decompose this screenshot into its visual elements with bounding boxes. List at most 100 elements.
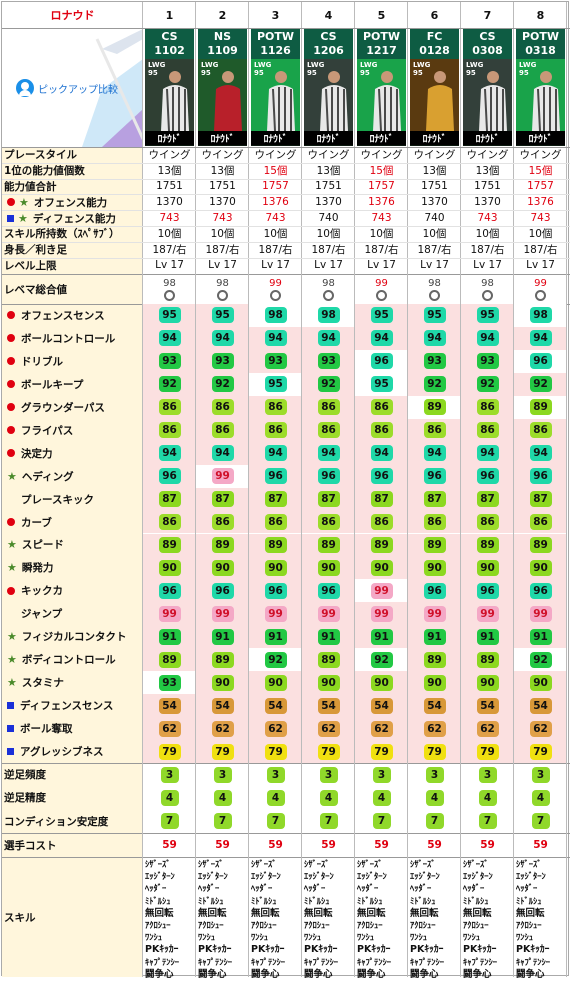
stat-badge: 90 <box>476 674 499 691</box>
skill-item: 闘争心 <box>251 968 280 980</box>
small-stat-badge: 4 <box>160 789 179 806</box>
player-card-4[interactable]: CS 1206 LWG 95 ﾛﾅｳﾄﾞ <box>304 29 353 146</box>
col-divider <box>248 2 249 977</box>
card-num: 0308 <box>472 44 503 57</box>
skill-item: PKｷｯｶｰ <box>410 944 444 956</box>
card-position: LWG 95 <box>201 61 219 77</box>
stat-badge: 95 <box>264 376 287 393</box>
info-label-text: オフェンス能力 <box>33 196 108 209</box>
stat-cell: 86 <box>143 510 196 534</box>
star-icon: ★ <box>7 561 17 575</box>
skill-item: ｷｬﾌﾟﾃﾝｼｰ <box>357 957 392 968</box>
info-value: 10個 <box>263 228 288 241</box>
skill-item: ｷｬﾌﾟﾃﾝｼｰ <box>516 957 551 968</box>
skill-item: ﾍｯﾀﾞｰ <box>357 884 379 895</box>
small-stat-badge: 7 <box>425 813 444 830</box>
small-stat-cell: 7 <box>196 810 249 833</box>
skill-item: ﾐﾄﾞﾙｼｭ <box>251 896 277 907</box>
divider <box>2 833 570 834</box>
stat-badge: 93 <box>158 674 181 691</box>
small-stat-badge: 7 <box>478 813 497 830</box>
player-image <box>463 59 512 131</box>
stat-cell: 99 <box>355 579 408 603</box>
info-label-text: スキル所持数（ｽﾍﾟｻﾌﾞ） <box>4 228 120 241</box>
divider <box>2 147 570 148</box>
stat-cell: 96 <box>461 579 514 603</box>
skill-item: ｴｯｼﾞﾀｰﾝ <box>198 872 228 883</box>
info-value: 187/右 <box>205 244 240 257</box>
stat-cell: 90 <box>249 556 302 580</box>
stat-label-2: ドリブル <box>4 350 63 373</box>
info-value: 13個 <box>475 165 500 178</box>
card-type: CS 1206 <box>304 29 353 59</box>
col-divider <box>513 2 514 977</box>
player-card-7[interactable]: CS 0308 LWG 95 ﾛﾅｳﾄﾞ <box>463 29 512 146</box>
stat-badge: 91 <box>370 628 393 645</box>
skills-list: ｼｻﾞｰｽﾞ ｴｯｼﾞﾀｰﾝ ﾍｯﾀﾞｰ ﾐﾄﾞﾙｼｭ 無回転 ｱｸﾛｼｭｰ ﾜﾝｼｭ PKｷ… <box>514 859 567 980</box>
stat-badge: 54 <box>158 697 181 714</box>
stat-badge: 89 <box>158 651 181 668</box>
stat-label-6: 決定力 <box>4 442 53 465</box>
skill-item: 無回転 <box>410 907 439 919</box>
stat-label-13: ジャンプ <box>4 602 62 625</box>
stat-cell: 54 <box>461 694 514 718</box>
info-value: 10個 <box>528 228 553 241</box>
player-card-5[interactable]: POTW 1217 LWG 95 ﾛﾅｳﾄﾞ <box>357 29 406 146</box>
stat-badge: 86 <box>264 422 287 439</box>
stat-badge: 99 <box>211 468 234 485</box>
player-card-8[interactable]: POTW 0318 LWG 95 ﾛﾅｳﾄﾞ <box>516 29 565 146</box>
stat-cell: 86 <box>143 418 196 442</box>
stat-badge: 54 <box>423 697 446 714</box>
skill-item: PKｷｯｶｰ <box>304 944 338 956</box>
dot-icon <box>7 357 15 366</box>
skill-item: 無回転 <box>463 907 492 919</box>
info-label-7: レベル上限 <box>4 258 57 274</box>
stat-badge: 87 <box>158 491 181 508</box>
pickup-compare-button[interactable]: ピックアップ比較 <box>16 78 118 98</box>
skill-item: ﾜﾝｼｭ <box>198 933 216 944</box>
stat-cell: 94 <box>196 326 249 350</box>
card-num: 0318 <box>525 44 556 57</box>
skill-item: ｼｻﾞｰｽﾞ <box>304 860 330 870</box>
col-header-5: 5 <box>377 8 386 22</box>
stat-badge: 89 <box>476 536 499 553</box>
stat-cell: 79 <box>249 740 302 763</box>
small-stat-cell: 7 <box>408 810 461 833</box>
stat-badge: 96 <box>158 582 181 599</box>
stat-cell: 86 <box>514 510 567 534</box>
info-value: 187/右 <box>311 244 346 257</box>
stat-cell: 87 <box>249 487 302 511</box>
stat-badge: 90 <box>529 559 552 576</box>
player-card-2[interactable]: NS 1109 LWG 95 ﾛﾅｳﾄﾞ <box>198 29 247 146</box>
player-card-3[interactable]: POTW 1126 LWG 95 ﾛﾅｳﾄﾞ <box>251 29 300 146</box>
stat-cell: 90 <box>302 671 355 695</box>
skills-label: スキル <box>4 911 36 924</box>
skills-list: ｼｻﾞｰｽﾞ ｴｯｼﾞﾀｰﾝ ﾍｯﾀﾞｰ ﾐﾄﾞﾙｼｭ 無回転 ｱｸﾛｼｭｰ ﾜﾝｼｭ PKｷ… <box>408 859 461 980</box>
col-divider <box>195 2 196 977</box>
player-card-1[interactable]: CS 1102 LWG 95 ﾛﾅｳﾄﾞ <box>145 29 194 146</box>
skill-item: PKｷｯｶｰ <box>463 944 497 956</box>
cost-value: 59 <box>374 839 389 851</box>
cost-value: 59 <box>321 839 336 851</box>
stat-badge: 96 <box>317 582 340 599</box>
small-stat-badge: 7 <box>531 813 550 830</box>
stat-label-14: ★ フィジカルコンタクト <box>4 625 126 648</box>
stat-badge: 89 <box>264 536 287 553</box>
stat-cell: 99 <box>408 602 461 626</box>
stat-cell: 86 <box>196 418 249 442</box>
info-value: 1376 <box>527 196 554 209</box>
col-divider <box>301 2 302 977</box>
player-image <box>516 59 565 131</box>
info-value: 10個 <box>210 228 235 241</box>
stat-cell: 94 <box>143 326 196 350</box>
skill-item: ﾐﾄﾞﾙｼｭ <box>304 896 330 907</box>
stat-cell: 91 <box>196 625 249 649</box>
info-value: 740 <box>318 212 339 225</box>
stat-badge: 94 <box>370 445 393 462</box>
skill-item: ｼｻﾞｰｽﾞ <box>145 860 171 870</box>
skill-item: ｷｬﾌﾟﾃﾝｼｰ <box>463 957 498 968</box>
dot-icon <box>7 449 15 458</box>
player-card-6[interactable]: FC 0128 LWG 95 ﾛﾅｳﾄﾞ <box>410 29 459 146</box>
stat-cell: 96 <box>196 579 249 603</box>
info-value: 10個 <box>475 228 500 241</box>
